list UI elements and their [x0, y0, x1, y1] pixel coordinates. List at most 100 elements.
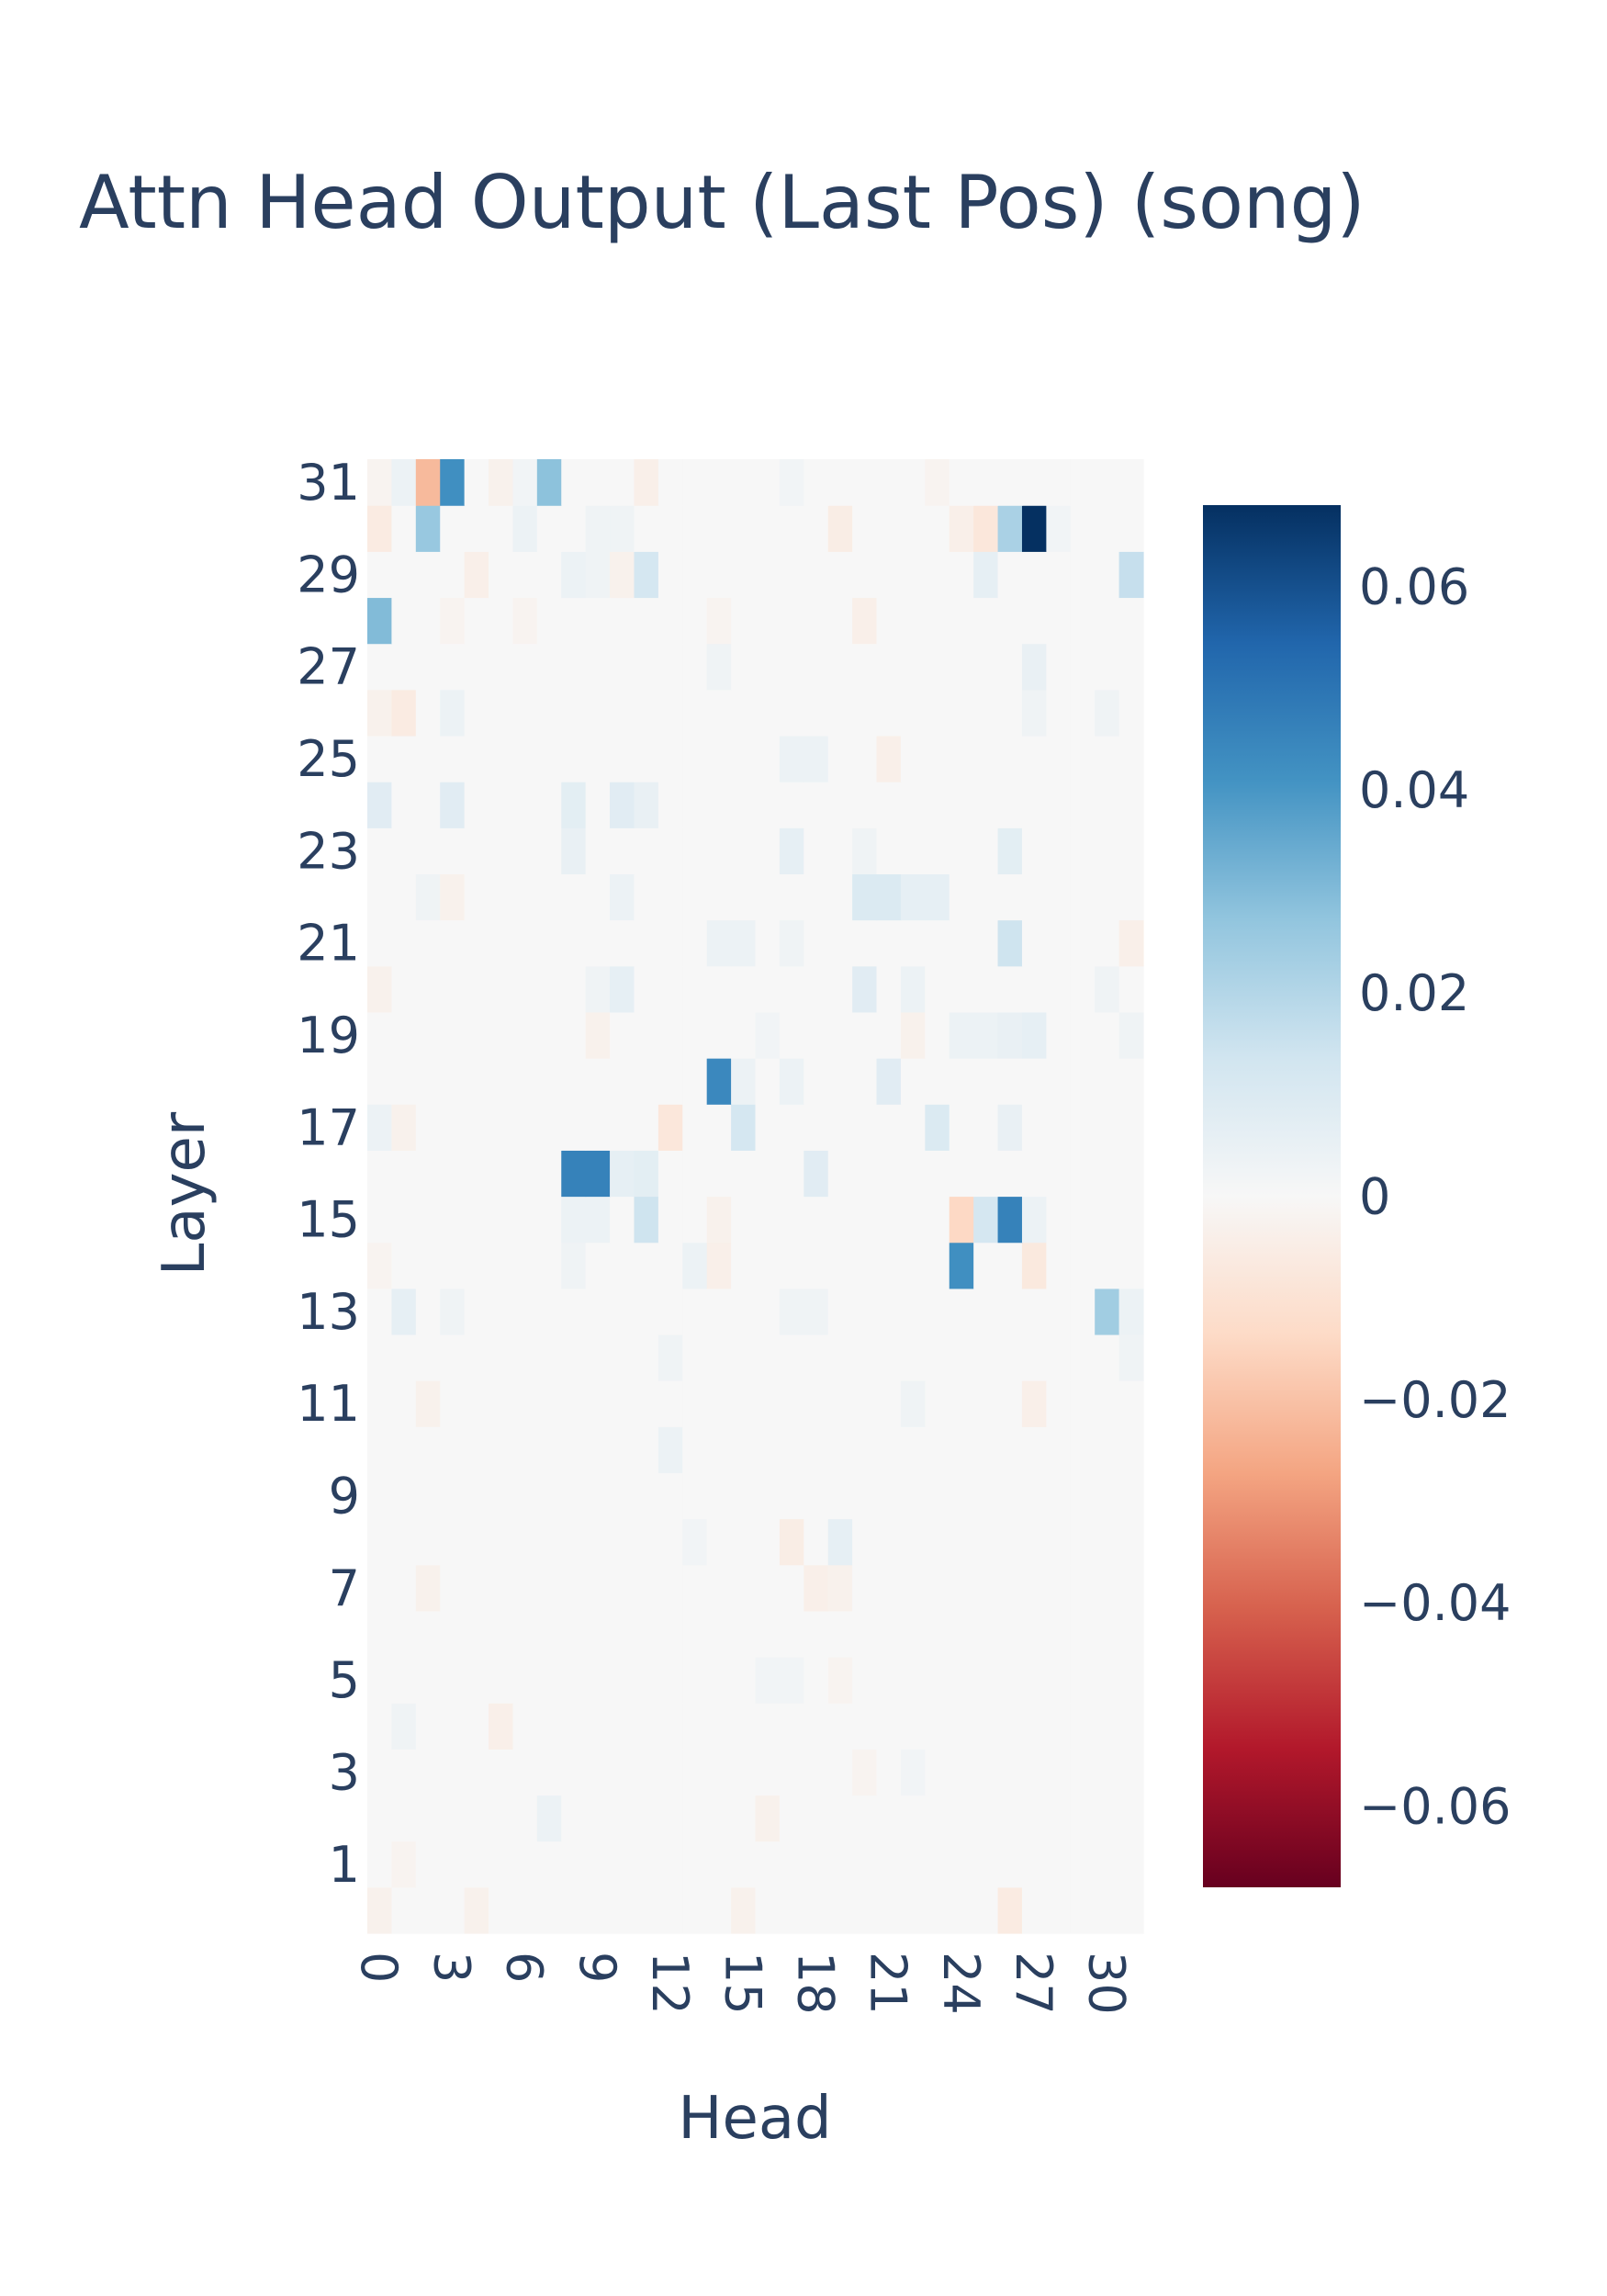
heatmap-cell [610, 597, 635, 645]
heatmap-cell [610, 1840, 635, 1888]
heatmap-cell [706, 1840, 732, 1888]
heatmap-cell [585, 643, 611, 691]
heatmap-cell [973, 1334, 999, 1381]
heatmap-cell [827, 551, 853, 599]
heatmap-cell [852, 1472, 878, 1520]
heatmap-cell [585, 1242, 611, 1289]
heatmap-cell [852, 1104, 878, 1151]
heatmap-cell [997, 965, 1023, 1013]
heatmap-cell [1021, 459, 1047, 506]
heatmap-cell [1118, 1840, 1144, 1888]
heatmap-cell [779, 1380, 804, 1427]
heatmap-cell [1095, 873, 1120, 921]
heatmap-cell [634, 1196, 659, 1244]
heatmap-cell [634, 873, 659, 921]
heatmap-cell [925, 1657, 950, 1704]
heatmap-cell [367, 1196, 393, 1244]
heatmap-cell [949, 1426, 974, 1474]
heatmap-cell [852, 1703, 878, 1750]
heatmap-cell [682, 1242, 708, 1289]
heatmap-cell [512, 827, 538, 875]
heatmap-cell [852, 643, 878, 691]
heatmap-cell [1070, 1795, 1096, 1842]
heatmap-cell [489, 782, 514, 828]
heatmap-cell [634, 1886, 659, 1934]
heatmap-cell [561, 1334, 587, 1381]
heatmap-cell [634, 1795, 659, 1842]
y-tick-label: 19 [297, 1007, 360, 1064]
heatmap-cell [1046, 1150, 1072, 1198]
heatmap-cell [997, 1196, 1023, 1244]
heatmap-cell [464, 1703, 489, 1750]
heatmap-cell [440, 1334, 466, 1381]
heatmap-cell [949, 505, 974, 552]
y-tick-label: 13 [297, 1283, 360, 1341]
heatmap-cell [367, 1749, 393, 1796]
heatmap-cell [585, 1795, 611, 1842]
heatmap-cell [804, 643, 829, 691]
heatmap-cell [415, 735, 441, 782]
heatmap-cell [657, 1334, 683, 1381]
x-tick-label: 0 [350, 1952, 408, 1983]
heatmap-cell [561, 1058, 587, 1105]
heatmap-cell [827, 873, 853, 921]
heatmap-cell [779, 643, 804, 691]
heatmap-cell [464, 1334, 489, 1381]
heatmap-cell [415, 1380, 441, 1427]
heatmap-cell [512, 643, 538, 691]
heatmap-cell [634, 965, 659, 1013]
heatmap-cell [391, 551, 417, 599]
heatmap-cell [755, 1472, 781, 1520]
heatmap-cell [755, 965, 781, 1013]
heatmap-cell [634, 1657, 659, 1704]
heatmap-cell [391, 1472, 417, 1520]
heatmap-cell [657, 873, 683, 921]
heatmap-cell [1021, 551, 1047, 599]
heatmap-cell [585, 1840, 611, 1888]
heatmap-cell [657, 689, 683, 737]
heatmap-cell [1118, 782, 1144, 828]
heatmap-cell [900, 1657, 926, 1704]
heatmap-cell [561, 1518, 587, 1566]
heatmap-cell [391, 1242, 417, 1289]
heatmap-cell [367, 735, 393, 782]
heatmap-cell [731, 1749, 757, 1796]
heatmap-cell [925, 1426, 950, 1474]
heatmap-cell [949, 459, 974, 506]
heatmap-cell [536, 1472, 562, 1520]
heatmap-cell [1118, 1703, 1144, 1750]
heatmap-cell [682, 1472, 708, 1520]
heatmap-cell [415, 505, 441, 552]
heatmap-cell [512, 735, 538, 782]
chart-title: Attn Head Output (Last Pos) (song) [79, 160, 1365, 245]
heatmap-cell [489, 1564, 514, 1612]
heatmap-cell [827, 1011, 853, 1059]
heatmap-cell [536, 597, 562, 645]
heatmap-cell [1021, 1703, 1047, 1750]
heatmap-cell [415, 597, 441, 645]
heatmap-cell [755, 1518, 781, 1566]
heatmap-cell [682, 1011, 708, 1059]
heatmap-cell [561, 827, 587, 875]
heatmap-cell [1046, 1242, 1072, 1289]
heatmap-cell [1021, 1564, 1047, 1612]
heatmap-cell [779, 965, 804, 1013]
heatmap-cell [1118, 1104, 1144, 1151]
heatmap-cell [610, 1886, 635, 1934]
heatmap-cell [755, 1564, 781, 1612]
heatmap-cell [706, 1886, 732, 1934]
heatmap-cell [634, 1749, 659, 1796]
heatmap-cell [367, 873, 393, 921]
heatmap-cell [876, 782, 902, 828]
heatmap-cell [391, 1011, 417, 1059]
heatmap-cell [755, 689, 781, 737]
heatmap-cell [1046, 1104, 1072, 1151]
heatmap-cell [1021, 1150, 1047, 1198]
heatmap-cell [682, 1657, 708, 1704]
heatmap-cell [1118, 1150, 1144, 1198]
heatmap-cell [610, 965, 635, 1013]
heatmap-cell [827, 1795, 853, 1842]
heatmap-cell [512, 1610, 538, 1658]
heatmap-cell [779, 551, 804, 599]
heatmap-cell [900, 873, 926, 921]
